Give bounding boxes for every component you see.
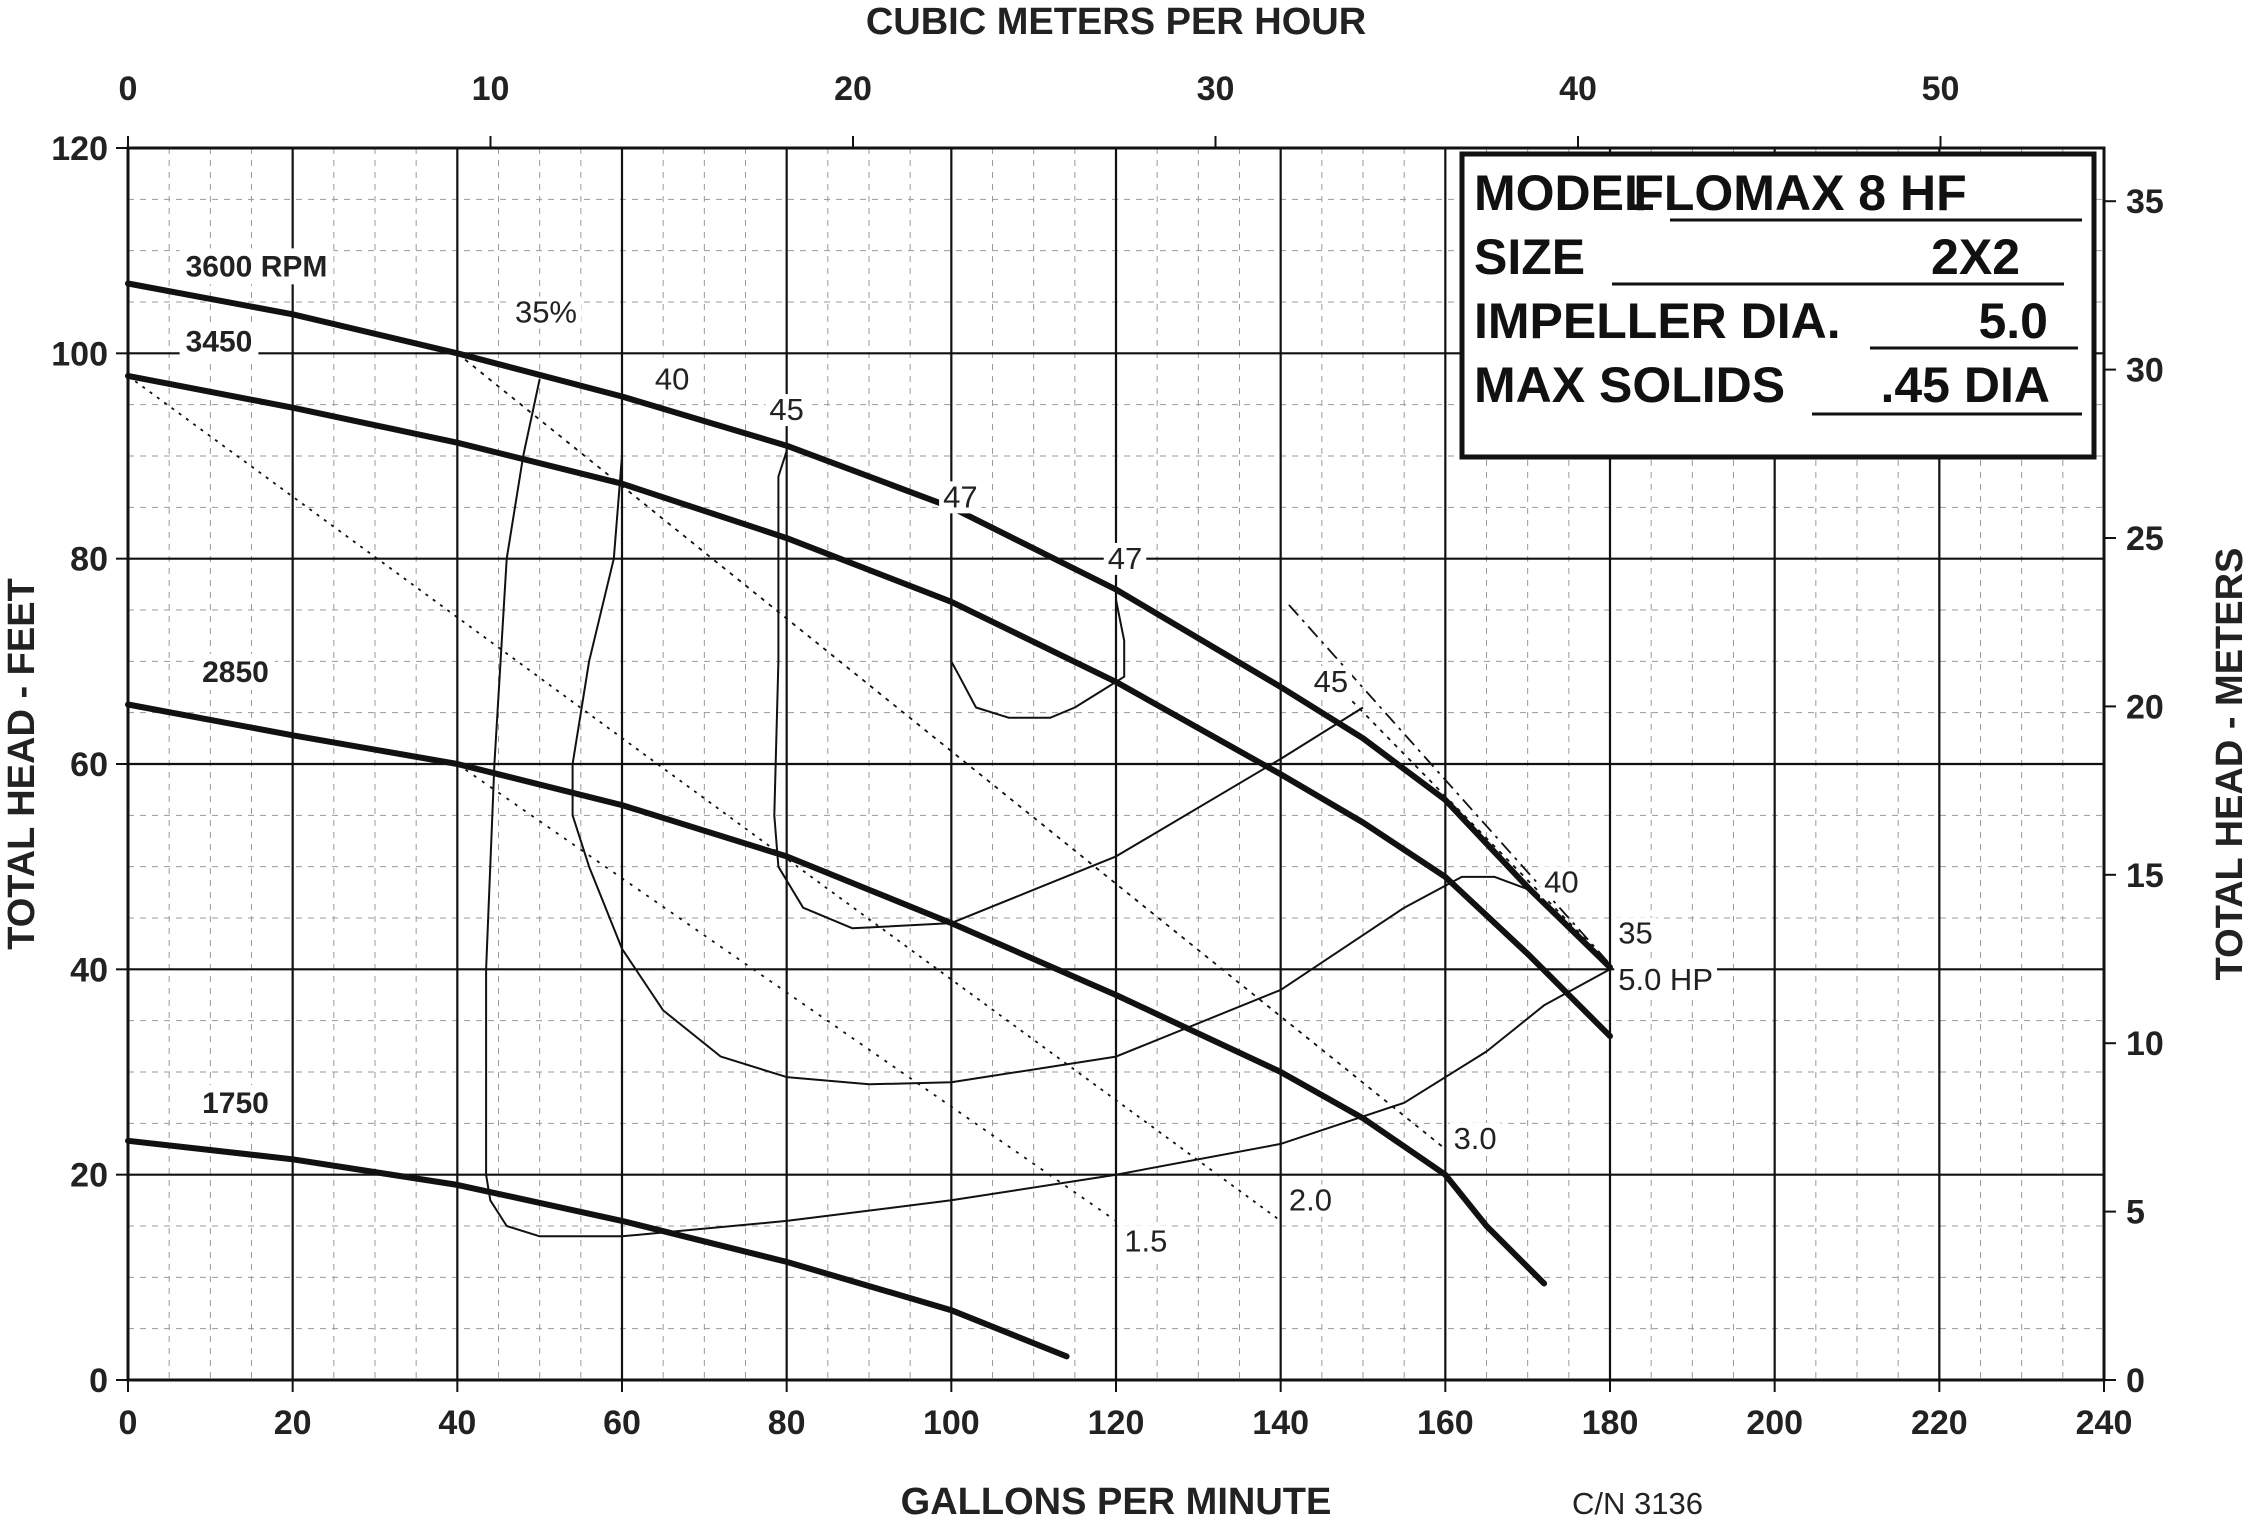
info-box: MODEL FLOMAX 8 HF SIZE 2X2 IMPELLER DIA.…	[1459, 151, 2097, 460]
x-tick-label: 100	[923, 1404, 980, 1442]
rpm-label-bg	[179, 323, 259, 360]
x2-axis-title: CUBIC METERS PER HOUR	[866, 1, 1366, 43]
efficiency-label-bg	[1540, 866, 1583, 899]
y2-axis-title: TOTAL HEAD - METERS	[2209, 548, 2250, 981]
footnote-cn: C/N 3136	[1572, 1486, 1703, 1521]
x2-tick-label: 30	[1197, 70, 1235, 108]
axis-ticks: 0 20 40 60 80 100 120 140 160 180 200 220 2400204060…	[51, 70, 2164, 1442]
rpm-label-bg	[179, 248, 334, 285]
model-value: FLOMAX 8 HF	[1633, 165, 1966, 221]
y-tick-label: 120	[51, 130, 108, 168]
y2-tick-label: 5	[2126, 1194, 2145, 1232]
rpm-label-2850: 2850	[202, 656, 269, 689]
x2-tick-label: 0	[119, 70, 138, 108]
rpm-curve-2850	[125, 701, 1548, 1287]
y-tick-label: 20	[70, 1157, 108, 1195]
y2-tick-label: 10	[2126, 1025, 2164, 1063]
rpm-curve-1750	[125, 1137, 1070, 1360]
y2-tick-label: 0	[2126, 1362, 2145, 1400]
hp-label-bg	[1284, 1184, 1337, 1217]
efficiency-label-bg	[650, 363, 694, 396]
hp-label-5-0-hp: 5.0 HP	[1618, 962, 1713, 997]
x-tick-label: 240	[2076, 1404, 2133, 1442]
rpm-label-bg	[196, 653, 275, 690]
x-tick-label: 0	[119, 1404, 138, 1442]
y2-tick-label: 25	[2126, 520, 2164, 558]
impeller-label: IMPELLER DIA.	[1474, 293, 1841, 349]
hp-label-bg	[1614, 917, 1657, 950]
efficiency-label-bg	[939, 481, 982, 514]
y-tick-label: 100	[51, 335, 108, 373]
y-tick-label: 60	[70, 746, 108, 784]
hp-label-1-5: 1.5	[1124, 1224, 1167, 1259]
impeller-value: 5.0	[1978, 293, 2048, 349]
efficiency-curve-40	[571, 394, 1537, 1086]
efficiency-label-bg	[765, 394, 808, 427]
rpm-label-3600-rpm: 3600 RPM	[186, 250, 328, 283]
x-tick-label: 120	[1088, 1404, 1145, 1442]
y2-tick-label: 35	[2126, 183, 2164, 221]
hp-label-bg	[1120, 1225, 1172, 1258]
efficiency-curve-47	[950, 507, 1126, 719]
efficiency-label-bg	[510, 296, 582, 329]
efficiency-label-45: 45	[769, 392, 803, 427]
efficiency-curve-45	[773, 450, 1364, 930]
efficiency-label-45: 45	[1314, 664, 1348, 699]
x-tick-label: 40	[438, 1404, 476, 1442]
y-tick-label: 0	[89, 1362, 108, 1400]
hp-line-1-5	[456, 763, 1117, 1222]
x-tick-label: 160	[1417, 1404, 1474, 1442]
rpm-label-bg	[196, 1085, 275, 1122]
rpm-label-3450: 3450	[186, 325, 253, 358]
x-tick-label: 80	[768, 1404, 806, 1442]
hp-label-2-0: 2.0	[1289, 1183, 1332, 1218]
x-tick-label: 200	[1746, 1404, 1803, 1442]
y2-tick-label: 15	[2126, 857, 2164, 895]
hp-line-5-0-hp	[1337, 686, 1611, 965]
hp-label-35: 35	[1618, 916, 1652, 951]
efficiency-label-bg	[1309, 666, 1353, 699]
x-tick-label: 220	[1911, 1404, 1968, 1442]
efficiency-label-47: 47	[1108, 541, 1142, 576]
rpm-curve-3600-rpm	[125, 280, 1613, 971]
hp-label-3-0: 3.0	[1454, 1121, 1497, 1156]
hp-label-bg	[1449, 1123, 1501, 1155]
size-value: 2X2	[1931, 229, 2020, 285]
rpm-curve-3450	[125, 372, 1613, 1040]
efficiency-label-40: 40	[655, 361, 689, 396]
x-tick-label: 140	[1252, 1404, 1309, 1442]
efficiency-label-47: 47	[943, 479, 977, 514]
x-tick-label: 180	[1582, 1404, 1639, 1442]
x2-tick-label: 50	[1922, 70, 1960, 108]
efficiency-label-35: 35%	[515, 295, 577, 330]
efficiency-curves	[485, 378, 1611, 1238]
y-tick-label: 80	[70, 541, 108, 579]
rpm-label-1750: 1750	[202, 1087, 269, 1120]
max-solids-label: MAX SOLIDS	[1474, 357, 1785, 413]
x-tick-label: 20	[274, 1404, 312, 1442]
y-axis-title: TOTAL HEAD - FEET	[1, 578, 43, 950]
x2-tick-label: 10	[472, 70, 510, 108]
y2-tick-label: 30	[2126, 352, 2164, 390]
hp-label-bg	[1614, 963, 1718, 996]
efficiency-label-bg	[1103, 542, 1147, 575]
size-label: SIZE	[1474, 229, 1585, 285]
x-axis-title: GALLONS PER MINUTE	[901, 1481, 1332, 1523]
x2-tick-label: 20	[834, 70, 872, 108]
efficiency-curve-35	[485, 378, 1611, 1238]
rpm-curves	[125, 280, 1613, 1360]
max-solids-value: .45 DIA	[1880, 357, 2050, 413]
curve-labels: 3600 RPM 3450 2850 1750 35% 40 45 47 47 45 40 1.5 2.…	[179, 248, 1718, 1259]
y2-tick-label: 20	[2126, 688, 2164, 726]
info-box-frame	[1459, 151, 2097, 460]
model-label: MODEL	[1474, 165, 1655, 221]
y-tick-label: 40	[70, 951, 108, 989]
efficiency-label-40: 40	[1544, 864, 1578, 899]
x2-tick-label: 40	[1559, 70, 1597, 108]
hp-line-35	[1288, 604, 1611, 965]
x-tick-label: 60	[603, 1404, 641, 1442]
